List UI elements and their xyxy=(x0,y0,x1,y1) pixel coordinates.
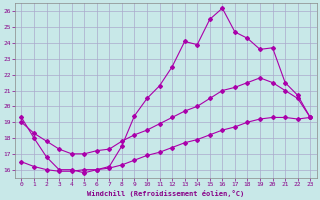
X-axis label: Windchill (Refroidissement éolien,°C): Windchill (Refroidissement éolien,°C) xyxy=(87,190,244,197)
